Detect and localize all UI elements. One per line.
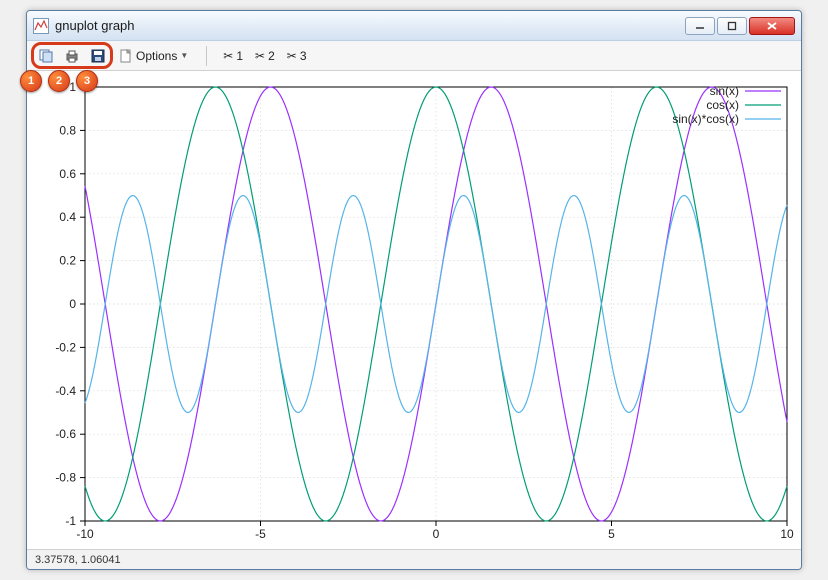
toolbar: Options ▼ ✂ 1 ✂ 2 ✂ 3: [27, 41, 801, 71]
copy-button[interactable]: [35, 45, 57, 67]
titlebar: gnuplot graph: [27, 11, 801, 41]
app-icon: [33, 18, 49, 34]
scissors-icon: ✂: [287, 49, 297, 63]
svg-text:-0.2: -0.2: [55, 340, 76, 354]
scissors-icon: ✂: [255, 49, 265, 63]
svg-text:-0.4: -0.4: [55, 384, 76, 398]
window-buttons: [685, 17, 795, 35]
options-button[interactable]: Options ▼: [113, 47, 194, 65]
chevron-down-icon: ▼: [180, 51, 188, 60]
scissor-3-button[interactable]: ✂ 3: [283, 47, 311, 65]
plot-canvas: -10 -5 0 5 10 -1 -0.8 -0.6 -0.4 -0.2 0 0.2 0.4 0.6 0.8…: [27, 71, 801, 549]
scissor-1-button[interactable]: ✂ 1: [219, 47, 247, 65]
close-button[interactable]: [749, 17, 795, 35]
svg-text:0: 0: [433, 527, 440, 541]
svg-text:0.6: 0.6: [59, 167, 76, 181]
toolbar-separator: [206, 46, 207, 66]
page-icon: [119, 49, 133, 63]
svg-text:sin(x): sin(x): [710, 84, 739, 98]
maximize-button[interactable]: [717, 17, 747, 35]
svg-text:1: 1: [69, 80, 76, 94]
cursor-coordinates: 3.37578, 1.06041: [35, 554, 121, 566]
svg-text:0: 0: [69, 297, 76, 311]
save-button[interactable]: [87, 45, 109, 67]
app-window: gnuplot graph: [26, 10, 802, 570]
svg-text:-5: -5: [255, 527, 266, 541]
scissor-3-label: 3: [300, 49, 307, 63]
svg-text:0.8: 0.8: [59, 123, 76, 137]
svg-text:-0.8: -0.8: [55, 471, 76, 485]
options-label: Options: [136, 49, 177, 63]
svg-text:-0.6: -0.6: [55, 427, 76, 441]
svg-text:cos(x): cos(x): [706, 98, 739, 112]
minimize-button[interactable]: [685, 17, 715, 35]
svg-text:0.4: 0.4: [59, 210, 76, 224]
scissors-icon: ✂: [223, 49, 233, 63]
statusbar: 3.37578, 1.06041: [27, 549, 801, 569]
svg-text:-10: -10: [76, 527, 94, 541]
window-title: gnuplot graph: [55, 18, 685, 33]
print-button[interactable]: [61, 45, 83, 67]
svg-text:5: 5: [608, 527, 615, 541]
plot-area[interactable]: -10 -5 0 5 10 -1 -0.8 -0.6 -0.4 -0.2 0 0.2 0.4 0.6 0.8…: [27, 71, 801, 549]
svg-text:sin(x)*cos(x): sin(x)*cos(x): [672, 112, 739, 126]
scissor-1-label: 1: [236, 49, 243, 63]
scissor-2-button[interactable]: ✂ 2: [251, 47, 279, 65]
svg-text:-1: -1: [65, 514, 76, 528]
scissor-2-label: 2: [268, 49, 275, 63]
svg-text:0.2: 0.2: [59, 254, 76, 268]
svg-text:10: 10: [780, 527, 794, 541]
